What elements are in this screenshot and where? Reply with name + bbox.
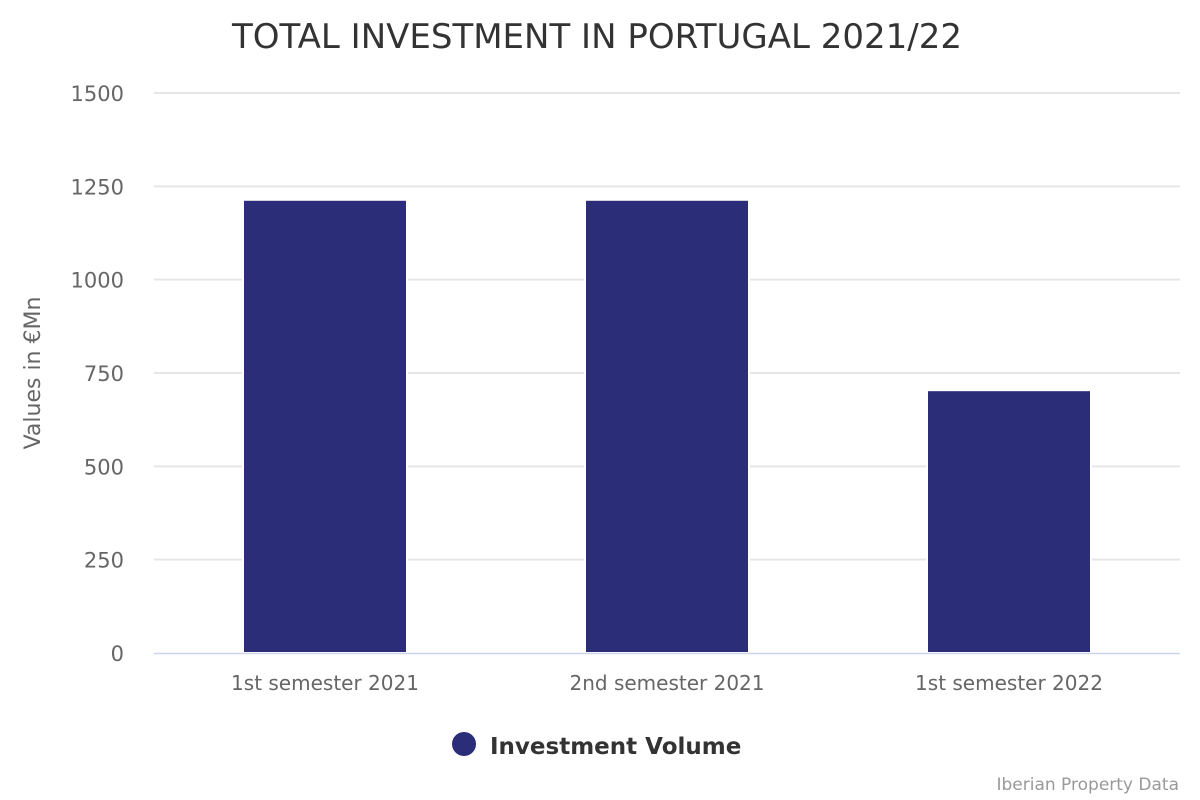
- y-axis-label: Values in €Mn: [21, 297, 46, 450]
- x-tick-label: 1st semester 2022: [915, 671, 1103, 695]
- bar[interactable]: [242, 198, 408, 654]
- y-tick-label: 250: [84, 549, 124, 573]
- y-tick-label: 1000: [71, 269, 124, 293]
- x-tick-label: 2nd semester 2021: [569, 671, 764, 695]
- legend-marker: [452, 732, 476, 756]
- y-tick-label: 1500: [71, 82, 124, 106]
- legend-label: Investment Volume: [490, 734, 741, 760]
- y-tick-label: 750: [84, 362, 124, 386]
- bar[interactable]: [584, 198, 750, 654]
- y-tick-label: 500: [84, 455, 124, 479]
- chart-title: TOTAL INVESTMENT IN PORTUGAL 2021/22: [231, 17, 962, 57]
- y-tick-label: 1250: [71, 175, 124, 199]
- bar[interactable]: [926, 389, 1092, 654]
- x-tick-label: 1st semester 2021: [231, 671, 419, 695]
- legend-item[interactable]: Investment Volume: [452, 732, 741, 760]
- credits[interactable]: Iberian Property Data: [996, 775, 1179, 795]
- y-tick-label: 0: [111, 642, 124, 666]
